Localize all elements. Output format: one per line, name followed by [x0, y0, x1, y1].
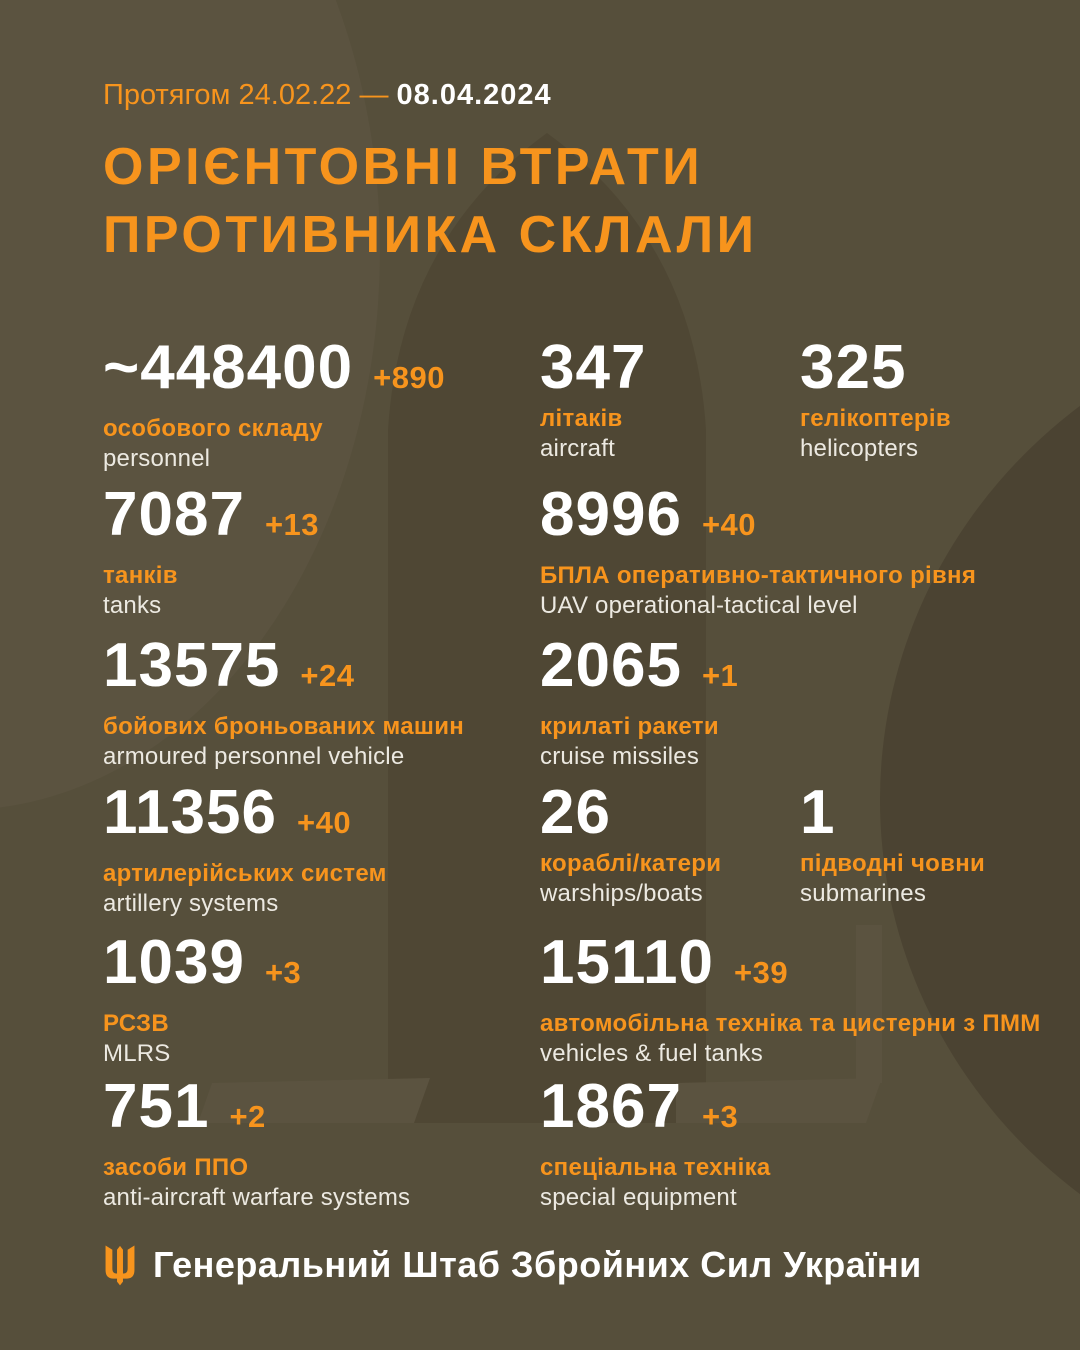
stat-number-line: 26 [540, 782, 721, 844]
stat-number-line: 751 +2 [103, 1076, 410, 1145]
stat-label-ua: кораблі/катери [540, 850, 722, 877]
stat-label-ua: гелікоптерів [800, 405, 951, 432]
stat-cell-tanks: 7087 +13 танків tanks [103, 484, 320, 620]
stat-label-en: personnel [103, 445, 211, 472]
stat-label-ua: танків [103, 562, 178, 589]
stat-number-line: ~448400 +890 [103, 337, 445, 406]
stat-delta: +890 [373, 360, 445, 395]
stat-cell-aa-warfare: 751 +2 засоби ППО anti-aircraft warfare s… [103, 1076, 411, 1212]
stat-value: 7087 [103, 480, 245, 549]
stat-value: 15110 [540, 928, 714, 997]
page-title: ОРІЄНТОВНІ ВТРАТИ ПРОТИВНИКА СКЛАЛИ [103, 133, 758, 269]
stat-value: 2065 [540, 631, 682, 700]
stat-delta: +2 [229, 1099, 266, 1134]
stat-label-en: armoured personnel vehicle [103, 743, 405, 770]
stat-cell-submarines: 1 підводні човни submarines [800, 782, 986, 908]
stat-number-line: 347 [540, 337, 646, 399]
stat-number-line: 8996 +40 [540, 484, 976, 553]
report-period-date: 08.04.2024 [396, 79, 552, 111]
stat-delta: +3 [264, 955, 302, 990]
stat-label-ua: бойових броньованих машин [103, 713, 465, 740]
report-period: Протягом 24.02.22 — 08.04.2024 [103, 78, 552, 112]
stat-number-line: 1 [800, 782, 985, 844]
stat-value: 13575 [103, 631, 281, 700]
stat-value: ~448400 [103, 333, 354, 402]
stat-cell-personnel: ~448400 +890 особового складу personnel [103, 337, 445, 473]
stat-cell-warships: 26 кораблі/катери warships/boats [540, 782, 722, 908]
stat-label-ua: автомобільна техніка та цистерни з ПММ [540, 1010, 1041, 1037]
stat-cell-mlrs: 1039 +3 РСЗВ MLRS [103, 932, 302, 1068]
stat-label-en: cruise missiles [540, 743, 700, 770]
stat-delta: +13 [264, 507, 320, 542]
stat-label-en: aircraft [540, 435, 615, 462]
stat-number-line: 13575 +24 [103, 635, 464, 704]
stat-label-ua: підводні човни [800, 850, 986, 877]
stat-label-ua: літаків [540, 405, 623, 432]
stat-label-en: submarines [800, 880, 927, 907]
stat-number-line: 1039 +3 [103, 932, 302, 1001]
stat-label-en: warships/boats [540, 880, 703, 907]
stat-value: 751 [103, 1072, 210, 1141]
stat-delta: +24 [300, 658, 355, 693]
stat-label-en: vehicles & fuel tanks [540, 1040, 763, 1067]
stat-cell-helicopters: 325 гелікоптерів helicopters [800, 337, 951, 463]
report-period-prefix: Протягом 24.02.22 — [103, 79, 389, 111]
stat-number-line: 11356 +40 [103, 782, 387, 851]
stat-label-en: tanks [103, 592, 162, 619]
stat-cell-special: 1867 +3 спеціальна техніка special equipm… [540, 1076, 771, 1212]
stat-label-en: helicopters [800, 435, 919, 462]
stat-value: 347 [540, 333, 647, 402]
stat-label-ua: РСЗВ [103, 1010, 169, 1037]
stat-delta: +39 [734, 955, 789, 990]
stat-value: 1 [800, 778, 836, 847]
stat-delta: +40 [297, 805, 352, 840]
stat-value: 11356 [103, 778, 277, 847]
stat-label-en: UAV operational-tactical level [540, 592, 858, 619]
stat-number-line: 15110 +39 [540, 932, 1041, 1001]
stat-value: 26 [540, 778, 611, 847]
stat-number-line: 2065 +1 [540, 635, 739, 704]
stat-label-ua: артилерійських систем [103, 860, 387, 887]
stat-delta: +3 [701, 1099, 739, 1134]
stat-cell-cruise-missiles: 2065 +1 крилаті ракети cruise missiles [540, 635, 739, 771]
stat-value: 1867 [540, 1072, 682, 1141]
stat-cell-uav: 8996 +40 БПЛА оперативно-тактичного рівня… [540, 484, 977, 620]
stat-label-en: special equipment [540, 1184, 737, 1211]
stat-cell-aircraft: 347 літаків aircraft [540, 337, 646, 463]
stat-label-ua: спеціальна техніка [540, 1154, 771, 1181]
stat-delta: +1 [701, 658, 739, 693]
page-title-line1: ОРІЄНТОВНІ ВТРАТИ [103, 138, 704, 196]
stat-label-ua: особового складу [103, 415, 323, 442]
page-title-line2: ПРОТИВНИКА СКЛАЛИ [103, 206, 758, 264]
stat-label-ua: засоби ППО [103, 1154, 249, 1181]
stat-label-ua: крилаті ракети [540, 713, 719, 740]
footer-organization: Генеральний Штаб Збройних Сил України [153, 1244, 922, 1285]
stat-value: 8996 [540, 480, 682, 549]
stat-delta: +40 [701, 507, 757, 542]
stat-label-en: MLRS [103, 1040, 171, 1067]
stat-cell-vehicles: 15110 +39 автомобільна техніка та цистерн… [540, 932, 1041, 1068]
stat-number-line: 1867 +3 [540, 1076, 771, 1145]
stat-label-en: anti-aircraft warfare systems [103, 1184, 411, 1211]
stat-value: 325 [800, 333, 907, 402]
stat-label-en: artillery systems [103, 890, 279, 917]
tryzub-trident-icon [105, 1245, 135, 1286]
stat-cell-artillery: 11356 +40 артилерійських систем artillery… [103, 782, 387, 918]
stat-number-line: 325 [800, 337, 951, 399]
stat-number-line: 7087 +13 [103, 484, 320, 553]
footer: Генеральний Штаб Збройних Сил України [103, 1242, 922, 1288]
stat-label-ua: БПЛА оперативно-тактичного рівня [540, 562, 977, 589]
stat-cell-apv: 13575 +24 бойових броньованих машин armou… [103, 635, 465, 771]
stat-value: 1039 [103, 928, 245, 997]
